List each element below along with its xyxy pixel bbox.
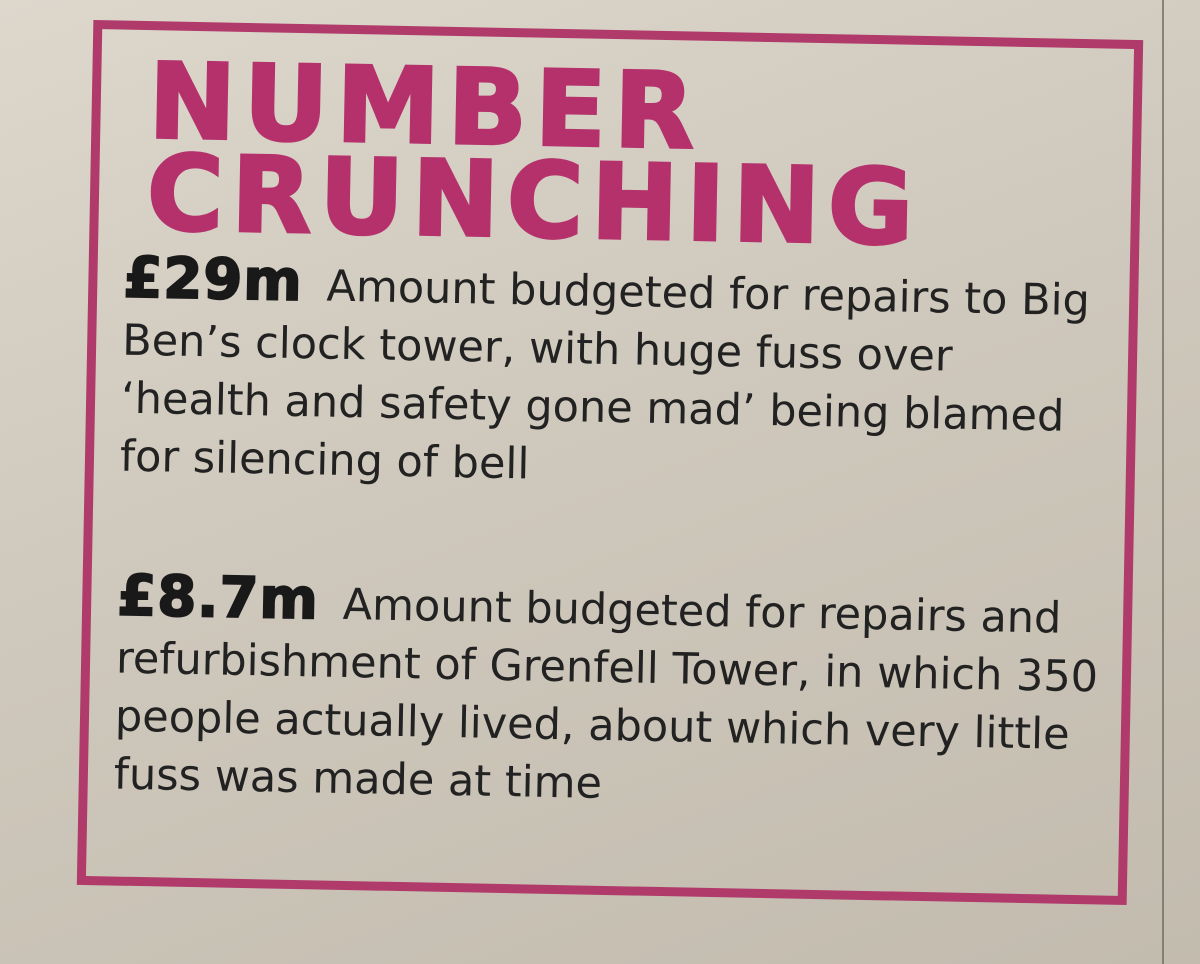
column-divider [1162, 0, 1164, 964]
clipped-text-fragment [360, 0, 660, 12]
number-entry: £8.7m Amount budgeted for repairs and ref… [113, 563, 1102, 823]
amount-value: £29m [122, 245, 304, 315]
amount-value: £8.7m [116, 563, 321, 634]
headline: NUMBER CRUNCHING [144, 39, 924, 271]
headline-line-2: CRUNCHING [144, 131, 924, 271]
number-crunching-box: NUMBER CRUNCHING £29m Amount budgeted for… [76, 20, 1144, 905]
number-entry: £29m Amount budgeted for repairs to Big B… [119, 245, 1108, 505]
